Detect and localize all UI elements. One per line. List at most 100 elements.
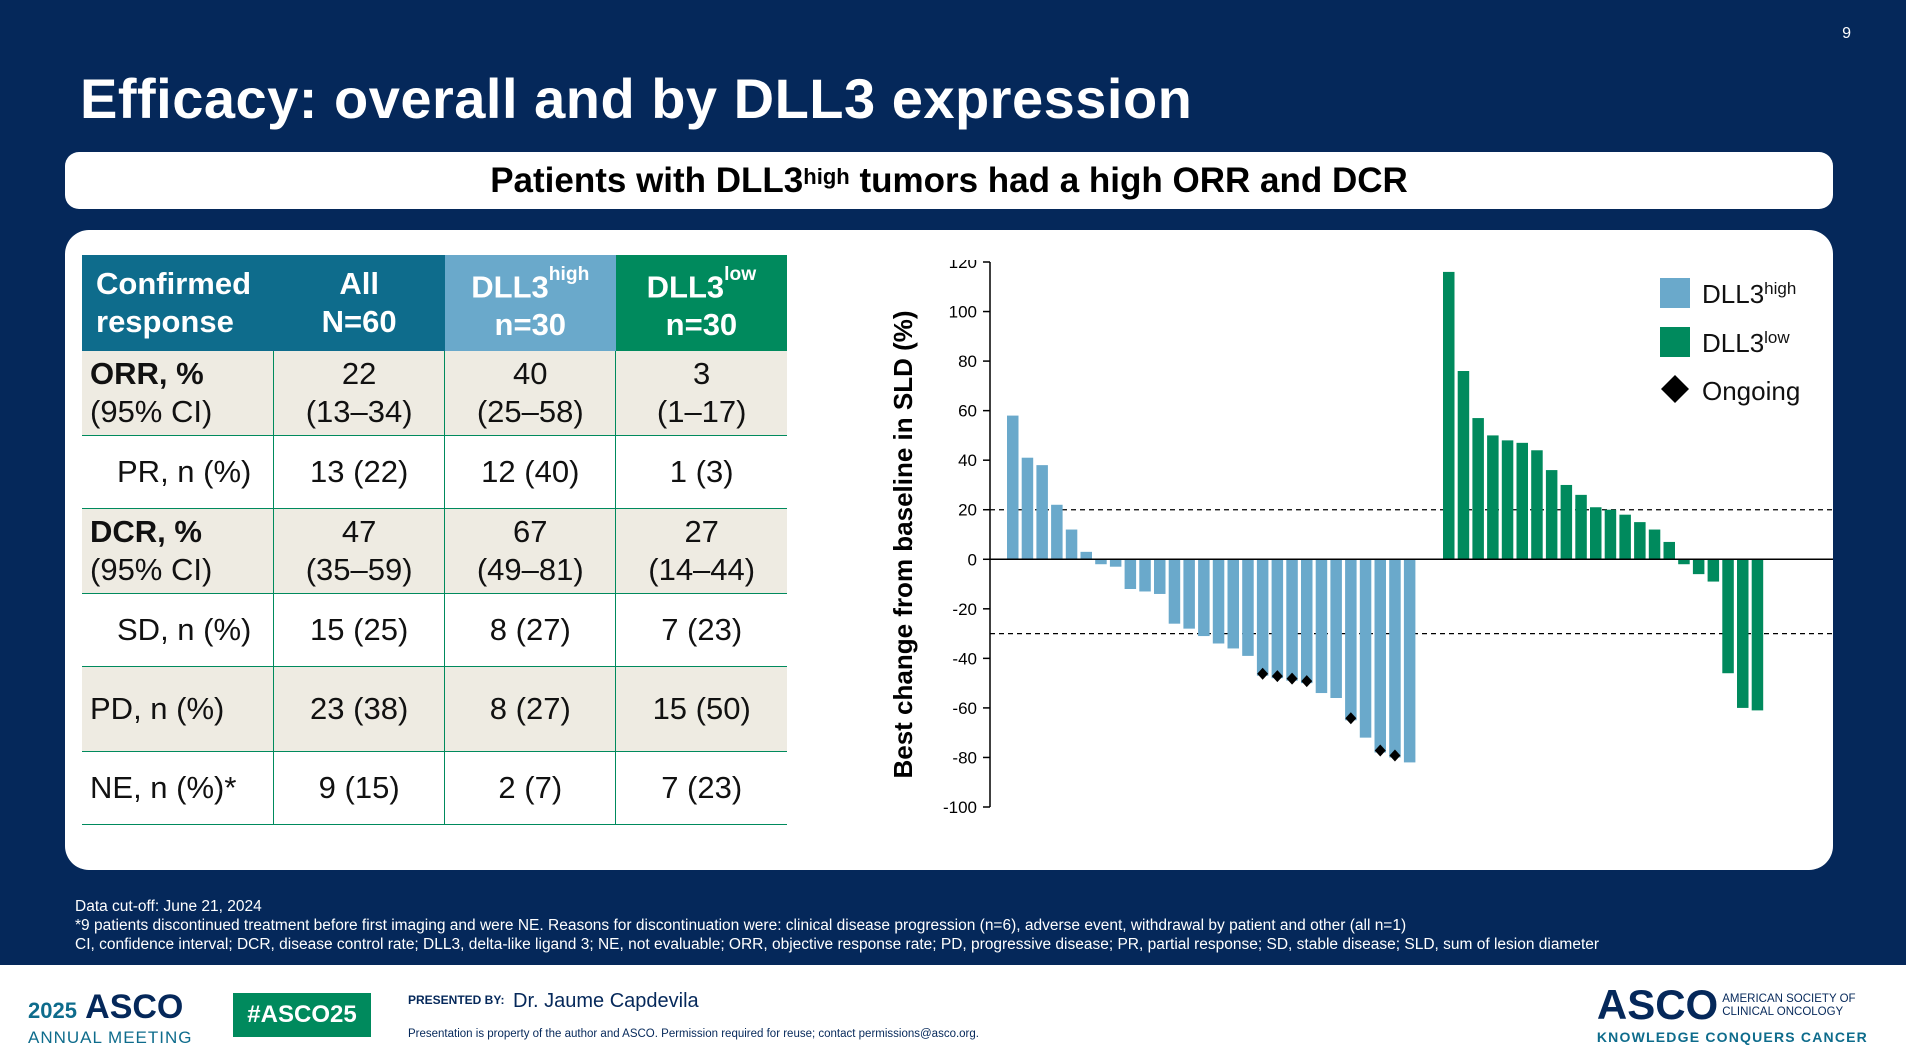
bar — [1359, 559, 1372, 738]
bar — [1501, 440, 1514, 560]
table-cell: 67 (49–81) — [444, 508, 616, 594]
presented-by-label: PRESENTED BY: — [408, 993, 505, 1007]
bar — [1051, 504, 1063, 560]
table-cell: 27 (14–44) — [615, 508, 787, 594]
bar — [1109, 559, 1122, 567]
banner-text-before: Patients with DLL3 — [490, 160, 804, 200]
table-cell: 15 (25) — [273, 593, 445, 667]
rights-notice: Presentation is property of the author a… — [408, 1028, 979, 1040]
y-tick-label: 60 — [958, 402, 977, 421]
bar — [1472, 418, 1484, 560]
bar — [1080, 551, 1092, 560]
slide-title: Efficacy: overall and by DLL3 expression — [80, 67, 1193, 130]
table-cell: 13 (22) — [273, 435, 445, 509]
table-row-sd: SD, n (%) 15 (25) 8 (27) 7 (23) — [82, 593, 787, 667]
y-tick-label: 120 — [949, 260, 977, 272]
ongoing-marker — [1257, 667, 1269, 680]
table-row-orr: ORR, % (95% CI) 22 (13–34) 40 (25–58) 3 (1–1… — [82, 351, 787, 436]
y-tick-label: -100 — [943, 798, 977, 817]
legend-swatch-ongoing — [1661, 375, 1689, 403]
row-label: DCR, % (95% CI) — [82, 508, 274, 594]
bar — [1604, 509, 1617, 560]
table-cell: 2 (7) — [444, 751, 616, 825]
asco-society-logo: ASCO AMERICAN SOCIETY OF CLINICAL ONCOLOGY… — [1596, 981, 1868, 1046]
bar — [1457, 371, 1470, 560]
legend-label: Ongoing — [1702, 376, 1800, 406]
bar — [1330, 559, 1342, 698]
bar — [1256, 559, 1269, 676]
bar — [1301, 559, 1313, 684]
bar — [1168, 559, 1181, 624]
content-panel: Confirmed response All N=60 DLL3high n=30 D… — [65, 230, 1833, 870]
ongoing-marker — [1271, 670, 1283, 683]
y-tick-label: -60 — [952, 699, 977, 718]
bar — [1722, 559, 1734, 674]
header-dll3-high: DLL3high n=30 — [444, 255, 616, 351]
bar — [1678, 559, 1690, 565]
legend-swatch — [1660, 327, 1690, 357]
bar — [1139, 559, 1151, 592]
row-label: ORR, % (95% CI) — [82, 351, 274, 436]
bar — [1154, 559, 1166, 594]
row-label: NE, n (%)* — [82, 751, 274, 825]
y-tick-label: 40 — [958, 451, 977, 470]
bar — [1286, 559, 1298, 681]
y-tick-label: -40 — [952, 649, 977, 668]
table-cell: 9 (15) — [273, 751, 445, 825]
table-cell: 15 (50) — [615, 666, 787, 752]
header-all: All N=60 — [273, 255, 445, 351]
row-label: PD, n (%) — [82, 666, 274, 752]
bar — [1007, 415, 1019, 560]
bar — [1242, 559, 1254, 656]
bar — [1095, 559, 1107, 565]
bar — [1403, 559, 1416, 763]
bar — [1560, 484, 1573, 560]
table-cell: 47 (35–59) — [273, 508, 445, 594]
bar — [1183, 559, 1195, 629]
bar — [1545, 470, 1558, 560]
bar — [1212, 559, 1225, 644]
table-cell: 23 (38) — [273, 666, 445, 752]
row-label: SD, n (%) — [82, 593, 274, 667]
bar — [1531, 450, 1543, 560]
ongoing-marker — [1374, 744, 1386, 757]
bar — [1036, 465, 1048, 560]
bar — [1663, 541, 1675, 560]
table-cell: 40 (25–58) — [444, 351, 616, 436]
bar — [1619, 514, 1631, 560]
footnote-data-cutoff: Data cut-off: June 21, 2024 — [75, 898, 262, 915]
bar — [1692, 559, 1705, 575]
y-tick-label: -20 — [952, 600, 977, 619]
table-row-pd: PD, n (%) 23 (38) 8 (27) 15 (50) — [82, 666, 787, 752]
table-cell: 8 (27) — [444, 593, 616, 667]
page-number: 9 — [1842, 25, 1851, 42]
bar — [1590, 507, 1602, 560]
legend-label: DLL3high — [1702, 279, 1796, 309]
table-cell: 3 (1–17) — [615, 351, 787, 436]
table-cell: 12 (40) — [444, 435, 616, 509]
y-tick-label: 20 — [958, 501, 977, 520]
header-dll3-low: DLL3low n=30 — [615, 255, 787, 351]
table-cell: 7 (23) — [615, 751, 787, 825]
bar — [1315, 559, 1328, 694]
legend-label: DLL3low — [1702, 328, 1790, 358]
legend-swatch — [1660, 278, 1690, 308]
y-tick-label: 0 — [968, 550, 977, 569]
header-confirmed-response: Confirmed response — [82, 255, 274, 351]
bar — [1198, 559, 1210, 637]
bar — [1227, 559, 1239, 649]
bar — [1737, 559, 1749, 708]
bar — [1751, 559, 1764, 711]
banner-text-after: tumors had a high ORR and DCR — [849, 160, 1408, 200]
bar — [1707, 559, 1720, 582]
y-tick-label: -80 — [952, 748, 977, 767]
table-cell: 22 (13–34) — [273, 351, 445, 436]
bar — [1345, 559, 1357, 721]
ongoing-marker — [1301, 675, 1313, 688]
waterfall-chart: 120 100 80 60 40 20 0 -20 -40 -60 -80 -100 Best chan… — [888, 260, 1833, 817]
ongoing-marker — [1286, 672, 1298, 685]
bar — [1389, 559, 1401, 758]
bar — [1443, 271, 1455, 560]
footnote-discontinued: *9 patients discontinued treatment befor… — [75, 917, 1407, 934]
asco-annual-meeting-logo: 2025 ASCO ANNUAL MEETING — [28, 988, 193, 1047]
